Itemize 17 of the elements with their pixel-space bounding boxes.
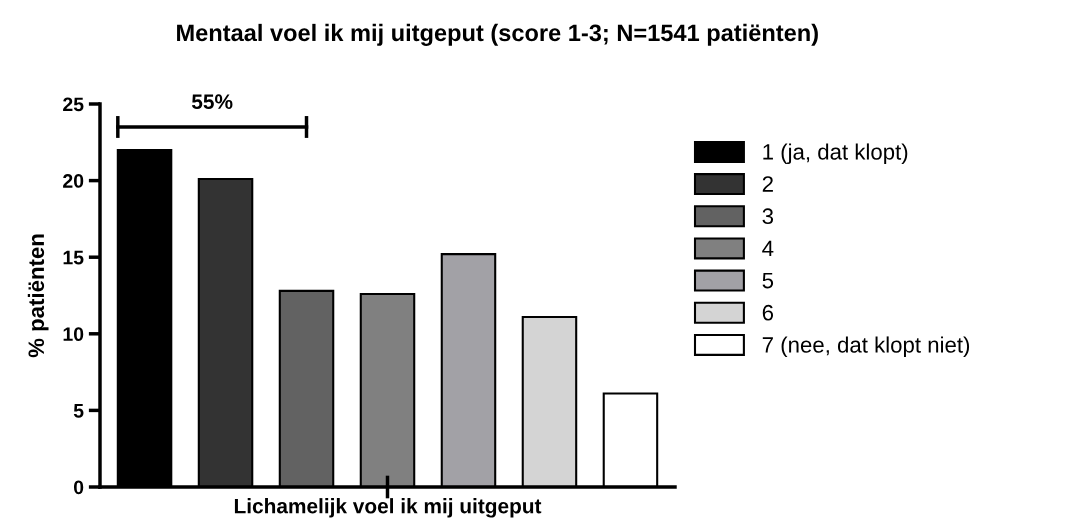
y-tick-label: 15 (63, 250, 84, 265)
y-tick-label: 10 (63, 327, 84, 342)
y-tick-label: 0 (73, 480, 84, 495)
y-tick-label: 25 (63, 97, 84, 112)
legend-label: 6 (762, 304, 774, 321)
chart-title: Mentaal voel ik mij uitgeput (score 1-3; N=1541 patiënten) (177, 23, 818, 46)
annotation: 55% (191, 94, 233, 110)
legend-label: 7 (nee, dat klopt niet) (762, 336, 970, 358)
legend-label: 3 (762, 208, 774, 225)
legend-label: 5 (762, 272, 774, 289)
x-axis-title: Lichamelijk voel ik mij uitgeput (234, 498, 542, 518)
y-tick-label: 5 (73, 404, 84, 418)
legend-label: 1 (ja, dat klopt) (763, 143, 908, 165)
y-tick-label: 20 (63, 174, 84, 188)
y-axis-title: % patiënten (27, 234, 49, 358)
legend-label: 4 (762, 240, 774, 257)
legend-label: 2 (762, 176, 773, 192)
